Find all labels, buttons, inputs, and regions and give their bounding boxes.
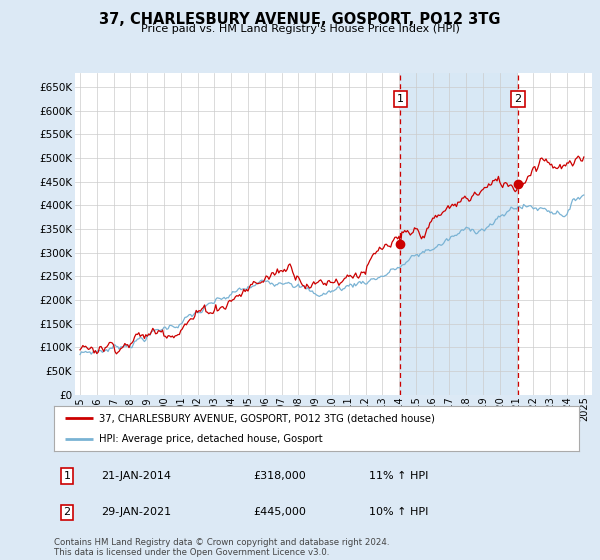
- Text: Contains HM Land Registry data © Crown copyright and database right 2024.
This d: Contains HM Land Registry data © Crown c…: [54, 538, 389, 557]
- Text: 2: 2: [64, 507, 71, 517]
- Text: 1: 1: [64, 471, 71, 481]
- Text: £445,000: £445,000: [254, 507, 307, 517]
- Text: 11% ↑ HPI: 11% ↑ HPI: [369, 471, 428, 481]
- Text: 21-JAN-2014: 21-JAN-2014: [101, 471, 171, 481]
- Text: HPI: Average price, detached house, Gosport: HPI: Average price, detached house, Gosp…: [98, 433, 322, 444]
- Bar: [400, 73, 518, 395]
- Text: 10% ↑ HPI: 10% ↑ HPI: [369, 507, 428, 517]
- Text: 2: 2: [514, 94, 521, 104]
- Text: 29-JAN-2021: 29-JAN-2021: [101, 507, 172, 517]
- Text: £318,000: £318,000: [254, 471, 306, 481]
- Text: 1: 1: [397, 94, 404, 104]
- Text: 37, CHARLESBURY AVENUE, GOSPORT, PO12 3TG: 37, CHARLESBURY AVENUE, GOSPORT, PO12 3T…: [99, 12, 501, 27]
- Text: 37, CHARLESBURY AVENUE, GOSPORT, PO12 3TG (detached house): 37, CHARLESBURY AVENUE, GOSPORT, PO12 3T…: [98, 413, 434, 423]
- Text: Price paid vs. HM Land Registry's House Price Index (HPI): Price paid vs. HM Land Registry's House …: [140, 24, 460, 34]
